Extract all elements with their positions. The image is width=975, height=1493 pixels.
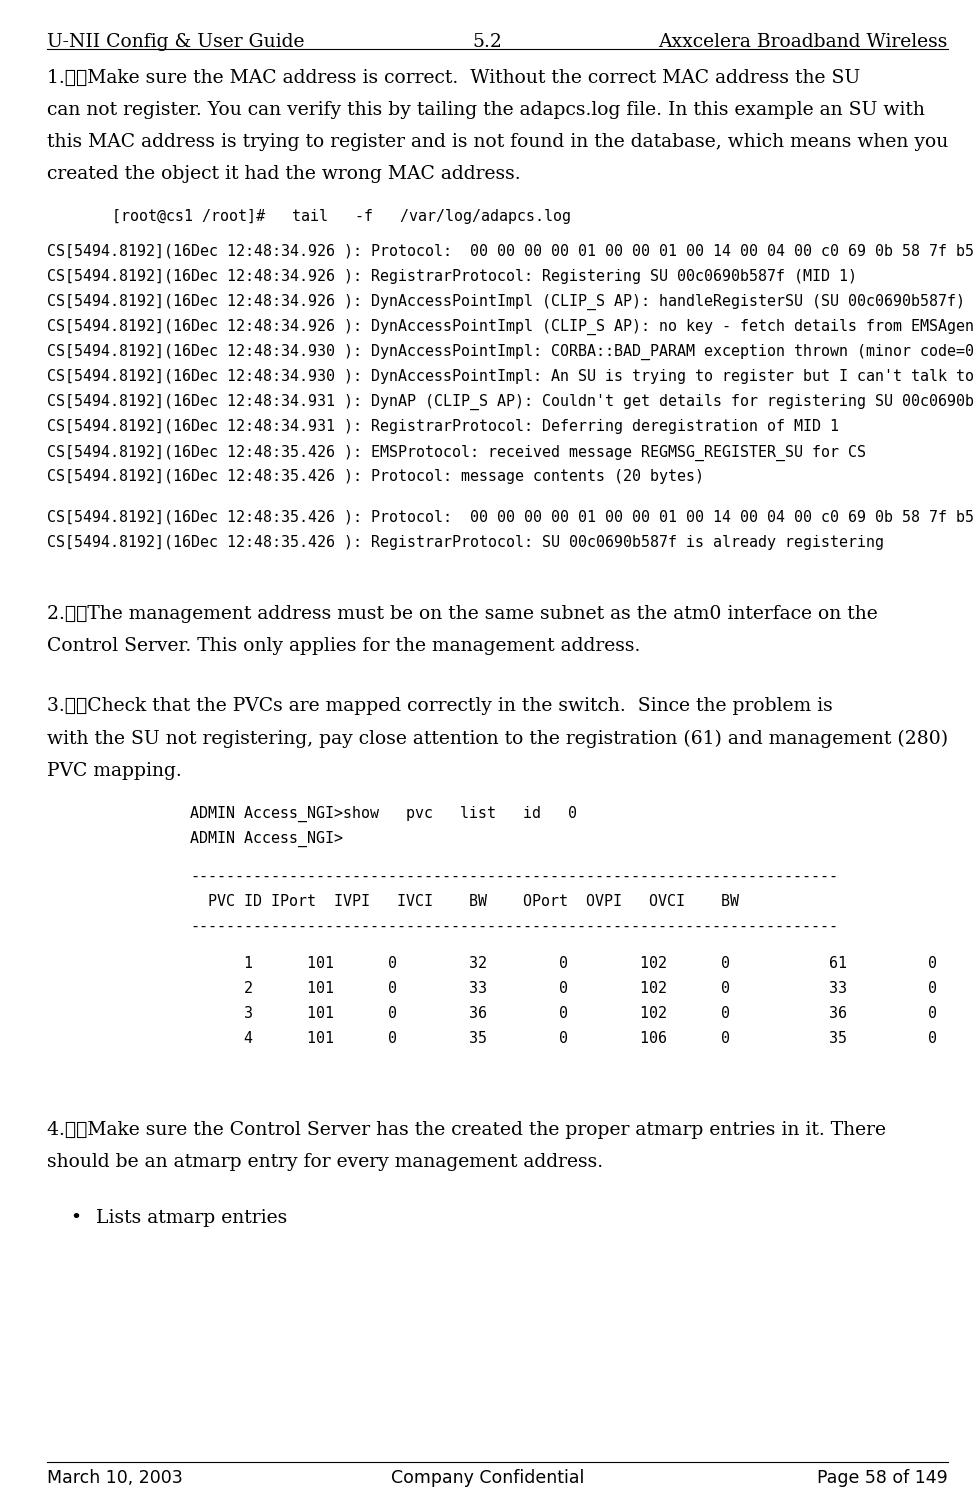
Text: CS[5494.8192](16Dec 12:48:34.926 ): RegistrarProtocol: Registering SU 00c0690b58: CS[5494.8192](16Dec 12:48:34.926 ): Regi… — [47, 269, 857, 284]
Text: CS[5494.8192](16Dec 12:48:34.926 ): DynAccessPointImpl (CLIP_S AP): handleRegist: CS[5494.8192](16Dec 12:48:34.926 ): DynA… — [47, 294, 965, 311]
Text: this MAC address is trying to register and is not found in the database, which m: this MAC address is trying to register a… — [47, 133, 948, 151]
Text: Axxcelera Broadband Wireless: Axxcelera Broadband Wireless — [658, 33, 948, 51]
Text: CS[5494.8192](16Dec 12:48:34.930 ): DynAccessPointImpl: An SU is trying to regis: CS[5494.8192](16Dec 12:48:34.930 ): DynA… — [47, 369, 975, 384]
Text: 4      101      0        35        0        106      0           35         0: 4 101 0 35 0 106 0 35 0 — [190, 1032, 937, 1047]
Text: •: • — [70, 1209, 81, 1227]
Text: March 10, 2003: March 10, 2003 — [47, 1469, 182, 1487]
Text: [root@cs1 /root]#   tail   -f   /var/log/adapcs.log: [root@cs1 /root]# tail -f /var/log/adapc… — [112, 209, 571, 224]
Text: should be an atmarp entry for every management address.: should be an atmarp entry for every mana… — [47, 1153, 603, 1171]
Text: with the SU not registering, pay close attention to the registration (61) and ma: with the SU not registering, pay close a… — [47, 730, 948, 748]
Text: CS[5494.8192](16Dec 12:48:34.931 ): DynAP (CLIP_S AP): Couldn't get details for : CS[5494.8192](16Dec 12:48:34.931 ): DynA… — [47, 394, 975, 411]
Text: ADMIN Access_NGI>show   pvc   list   id   0: ADMIN Access_NGI>show pvc list id 0 — [190, 806, 577, 823]
Text: PVC mapping.: PVC mapping. — [47, 761, 181, 779]
Text: 3      101      0        36        0        102      0           36         0: 3 101 0 36 0 102 0 36 0 — [190, 1006, 937, 1021]
Text: CS[5494.8192](16Dec 12:48:35.426 ): Protocol:  00 00 00 00 01 00 00 01 00 14 00 : CS[5494.8192](16Dec 12:48:35.426 ): Prot… — [47, 509, 975, 524]
Text: 1.		Make sure the MAC address is correct.  Without the correct MAC address the S: 1. Make sure the MAC address is correct.… — [47, 69, 860, 87]
Text: 3.		Check that the PVCs are mapped correctly in the switch.  Since the problem i: 3. Check that the PVCs are mapped correc… — [47, 697, 833, 715]
Text: 2.		The management address must be on the same subnet as the atm0 interface on t: 2. The management address must be on the… — [47, 605, 877, 623]
Text: U-NII Config & User Guide: U-NII Config & User Guide — [47, 33, 304, 51]
Text: Company Confidential: Company Confidential — [391, 1469, 584, 1487]
Text: CS[5494.8192](16Dec 12:48:35.426 ): Protocol: message contents (20 bytes): CS[5494.8192](16Dec 12:48:35.426 ): Prot… — [47, 469, 704, 484]
Text: CS[5494.8192](16Dec 12:48:35.426 ): RegistrarProtocol: SU 00c0690b587f is alread: CS[5494.8192](16Dec 12:48:35.426 ): Regi… — [47, 534, 883, 549]
Text: CS[5494.8192](16Dec 12:48:34.931 ): RegistrarProtocol: Deferring deregistration : CS[5494.8192](16Dec 12:48:34.931 ): Regi… — [47, 420, 838, 434]
Text: 4.		Make sure the Control Server has the created the proper atmarp entries in it: 4. Make sure the Control Server has the … — [47, 1121, 886, 1139]
Text: Page 58 of 149: Page 58 of 149 — [817, 1469, 948, 1487]
Text: created the object it had the wrong MAC address.: created the object it had the wrong MAC … — [47, 166, 521, 184]
Text: Control Server. This only applies for the management address.: Control Server. This only applies for th… — [47, 636, 641, 655]
Text: 2      101      0        33        0        102      0           33         0: 2 101 0 33 0 102 0 33 0 — [190, 981, 937, 996]
Text: 5.2: 5.2 — [473, 33, 502, 51]
Text: 1      101      0        32        0        102      0           61         0: 1 101 0 32 0 102 0 61 0 — [190, 956, 937, 972]
Text: PVC ID IPort  IVPI   IVCI    BW    OPort  OVPI   OVCI    BW: PVC ID IPort IVPI IVCI BW OPort OVPI OVC… — [190, 893, 739, 909]
Text: can not register. You can verify this by tailing the adapcs.log file. In this ex: can not register. You can verify this by… — [47, 102, 924, 119]
Text: CS[5494.8192](16Dec 12:48:34.926 ): Protocol:  00 00 00 00 01 00 00 01 00 14 00 : CS[5494.8192](16Dec 12:48:34.926 ): Prot… — [47, 243, 975, 258]
Text: CS[5494.8192](16Dec 12:48:35.426 ): EMSProtocol: received message REGMSG_REGISTE: CS[5494.8192](16Dec 12:48:35.426 ): EMSP… — [47, 445, 866, 460]
Text: ADMIN Access_NGI>: ADMIN Access_NGI> — [190, 830, 343, 847]
Text: CS[5494.8192](16Dec 12:48:34.930 ): DynAccessPointImpl: CORBA::BAD_PARAM excepti: CS[5494.8192](16Dec 12:48:34.930 ): DynA… — [47, 343, 975, 360]
Text: ------------------------------------------------------------------------: ----------------------------------------… — [190, 918, 838, 933]
Text: Lists atmarp entries: Lists atmarp entries — [96, 1209, 287, 1227]
Text: CS[5494.8192](16Dec 12:48:34.926 ): DynAccessPointImpl (CLIP_S AP): no key - fet: CS[5494.8192](16Dec 12:48:34.926 ): DynA… — [47, 320, 975, 334]
Text: ------------------------------------------------------------------------: ----------------------------------------… — [190, 869, 838, 884]
